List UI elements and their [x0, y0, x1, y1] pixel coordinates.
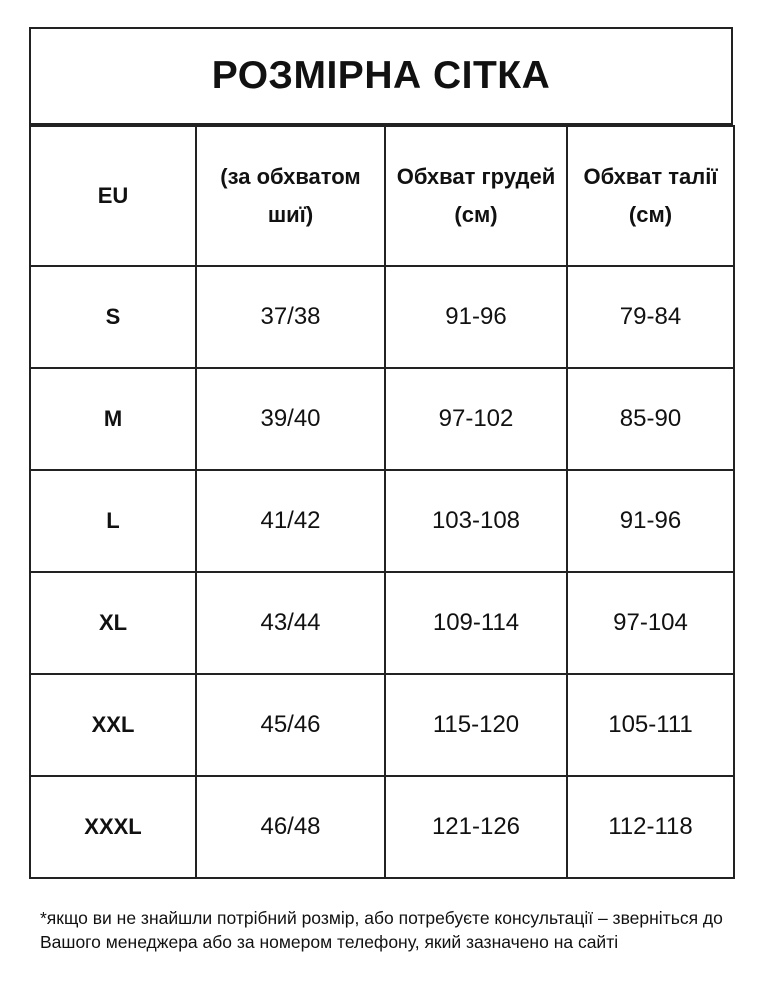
cell-neck: 39/40 [195, 367, 386, 471]
cell-chest: 103-108 [384, 469, 568, 573]
table-row: XXXL 46/48 121-126 112-118 [29, 775, 735, 879]
column-header-waist: Обхват талії (см) [566, 125, 735, 267]
cell-waist: 91-96 [566, 469, 735, 573]
cell-neck: 41/42 [195, 469, 386, 573]
table-row: S 37/38 91-96 79-84 [29, 265, 735, 369]
column-header-eu: EU [29, 125, 197, 267]
cell-chest: 115-120 [384, 673, 568, 777]
table-row: L 41/42 103-108 91-96 [29, 469, 735, 573]
cell-size: XL [29, 571, 197, 675]
cell-size: M [29, 367, 197, 471]
cell-size: S [29, 265, 197, 369]
table-row: XXL 45/46 115-120 105-111 [29, 673, 735, 777]
cell-neck: 37/38 [195, 265, 386, 369]
cell-waist: 112-118 [566, 775, 735, 879]
cell-chest: 91-96 [384, 265, 568, 369]
size-chart: РОЗМІРНА СІТКА EU (за обхватом шиї) Обхв… [29, 27, 735, 879]
cell-waist: 97-104 [566, 571, 735, 675]
cell-neck: 46/48 [195, 775, 386, 879]
chart-title: РОЗМІРНА СІТКА [29, 27, 733, 125]
cell-size: XXXL [29, 775, 197, 879]
cell-chest: 97-102 [384, 367, 568, 471]
column-header-neck: (за обхватом шиї) [195, 125, 386, 267]
cell-chest: 121-126 [384, 775, 568, 879]
cell-waist: 105-111 [566, 673, 735, 777]
cell-neck: 43/44 [195, 571, 386, 675]
table-row: M 39/40 97-102 85-90 [29, 367, 735, 471]
cell-neck: 45/46 [195, 673, 386, 777]
footnote: *якщо ви не знайшли потрібний розмір, аб… [40, 908, 723, 952]
column-header-chest: Обхват грудей (см) [384, 125, 568, 267]
cell-waist: 79-84 [566, 265, 735, 369]
cell-waist: 85-90 [566, 367, 735, 471]
size-table: EU (за обхватом шиї) Обхват грудей (см) … [29, 125, 735, 879]
cell-chest: 109-114 [384, 571, 568, 675]
table-row: XL 43/44 109-114 97-104 [29, 571, 735, 675]
cell-size: XXL [29, 673, 197, 777]
cell-size: L [29, 469, 197, 573]
header-row: EU (за обхватом шиї) Обхват грудей (см) … [29, 125, 735, 267]
